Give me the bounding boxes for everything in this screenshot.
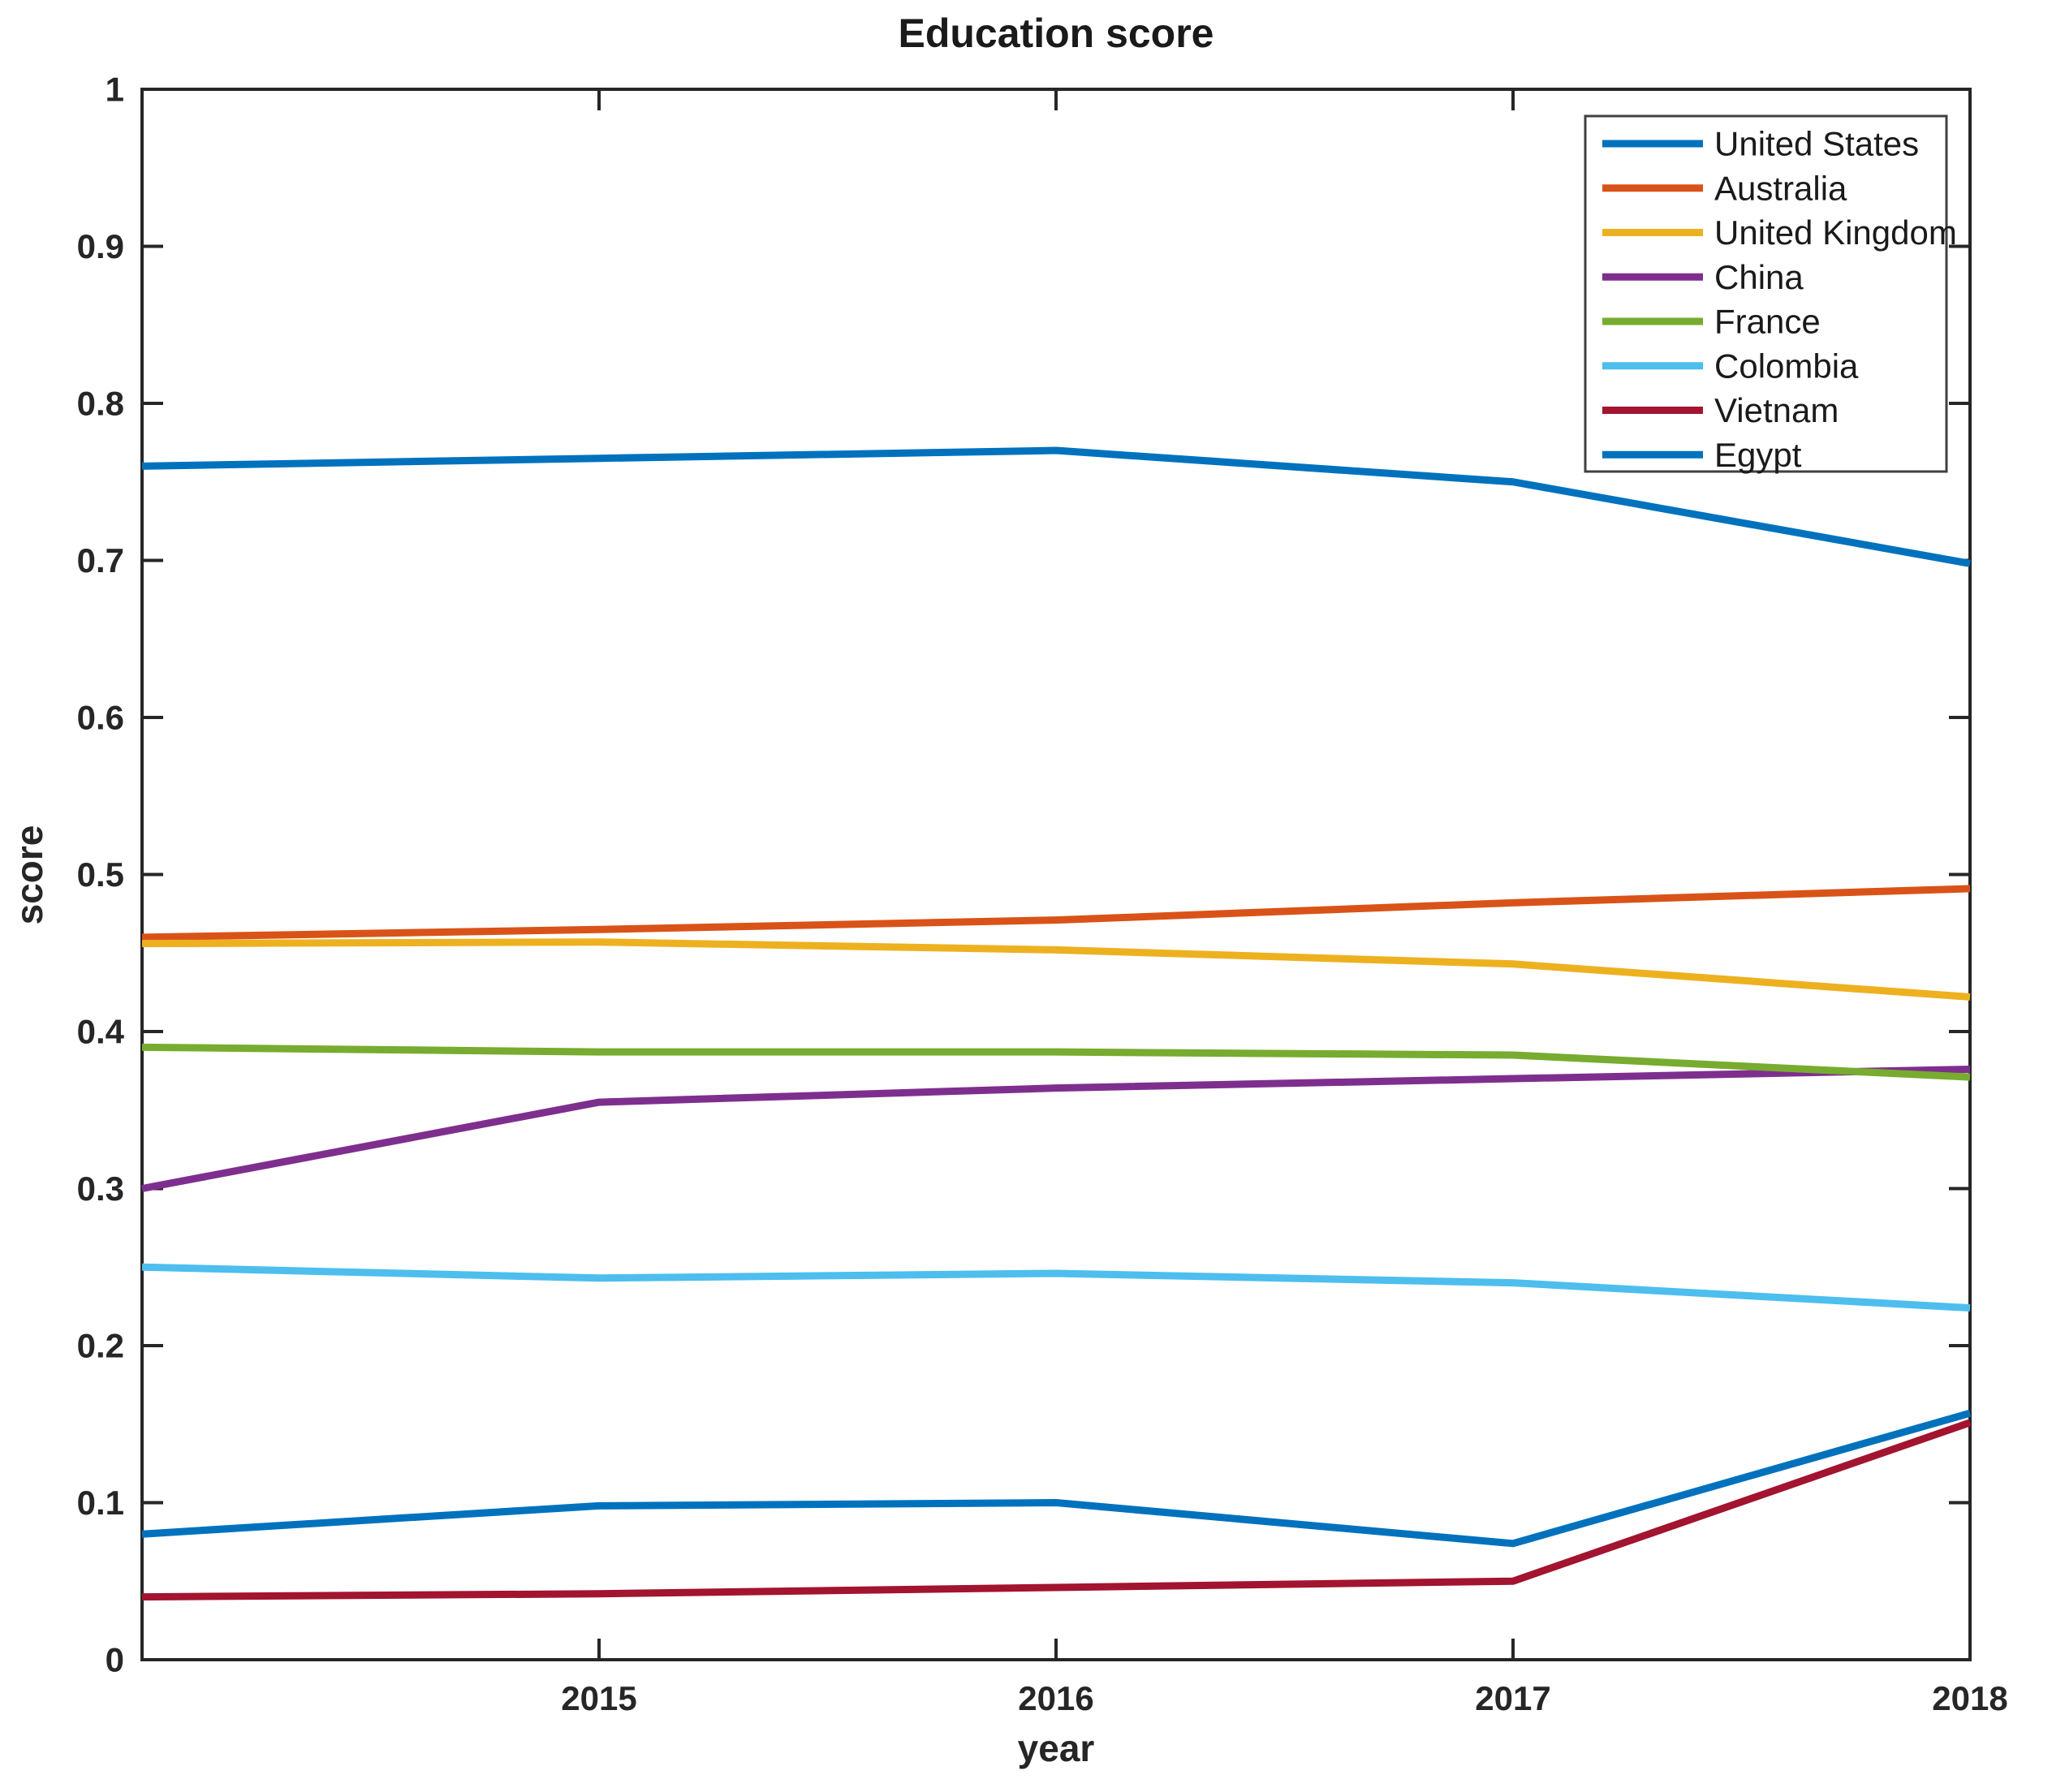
y-tick-label: 0.1 <box>77 1484 124 1522</box>
y-tick-label: 0.4 <box>77 1013 125 1051</box>
legend-label-vietnam: Vietnam <box>1714 391 1839 429</box>
series-line-france <box>141 1043 1971 1081</box>
y-tick-label: 0.2 <box>77 1327 124 1365</box>
series-line-vietnam <box>141 1419 1972 1601</box>
legend-label-united-states: United States <box>1714 125 1919 163</box>
legend-label-australia: Australia <box>1714 169 1847 207</box>
series-line-united-states <box>141 446 1971 567</box>
axes-layer: 0 0.1 0.2 0.3 0.4 0.5 0.6 0.7 0.8 0.9 1 2015 2016 201… <box>77 71 2008 1718</box>
legend-label-egypt: Egypt <box>1714 436 1802 474</box>
x-axis-label: year <box>1018 1727 1095 1769</box>
y-tick-label: 1 <box>106 71 124 109</box>
legend-layer: United States Australia United Kingdom Chin… <box>1584 114 1957 474</box>
y-tick-label: 0.5 <box>77 855 124 894</box>
series-line-colombia <box>141 1263 1971 1312</box>
y-tick-label: 0.9 <box>77 227 124 265</box>
y-tick-label: 0.3 <box>77 1170 124 1208</box>
legend-label-france: France <box>1714 303 1821 341</box>
x-tick-label: 2015 <box>561 1679 636 1717</box>
x-tick-label: 2017 <box>1475 1679 1550 1717</box>
y-tick-label: 0.8 <box>77 385 124 423</box>
series-line-china <box>141 1065 1971 1192</box>
x-tick-label: 2018 <box>1932 1679 2007 1717</box>
x-tick-label: 2016 <box>1018 1679 1093 1717</box>
y-axis-label: score <box>8 825 50 925</box>
legend-label-united-kingdom: United Kingdom <box>1714 213 1957 252</box>
y-tick-label: 0 <box>106 1641 124 1679</box>
series-line-united-kingdom <box>141 938 1971 1001</box>
series-line-egypt <box>141 1409 1972 1548</box>
series-layer <box>141 446 1972 1601</box>
series-line-australia <box>141 885 1971 941</box>
y-tick-label: 0.7 <box>77 541 124 579</box>
chart-title: Education score <box>899 11 1214 56</box>
y-tick-label: 0.6 <box>77 699 124 737</box>
legend-label-china: China <box>1714 258 1804 296</box>
legend-label-colombia: Colombia <box>1714 347 1859 385</box>
